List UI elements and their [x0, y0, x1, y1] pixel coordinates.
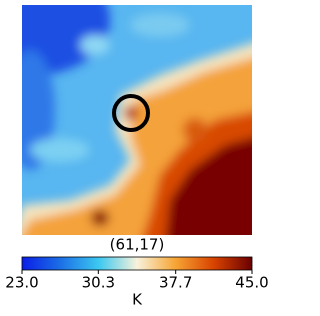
chart: (61,17) K 23.0 30.3 37.7 45.0: [5, 5, 269, 309]
colorbar-tick-label: 23.0: [5, 274, 38, 292]
colorbar-tick-label: 30.3: [82, 274, 115, 292]
colorbar-tick-label: 45.0: [235, 274, 268, 292]
chart-title: (61,17): [110, 236, 165, 254]
heatmap-image: [22, 5, 252, 235]
colorbar: [21, 256, 253, 271]
marker-circle: [112, 94, 150, 132]
colorbar-tick-label: 37.7: [159, 274, 192, 292]
colorbar-label: K: [132, 291, 143, 309]
